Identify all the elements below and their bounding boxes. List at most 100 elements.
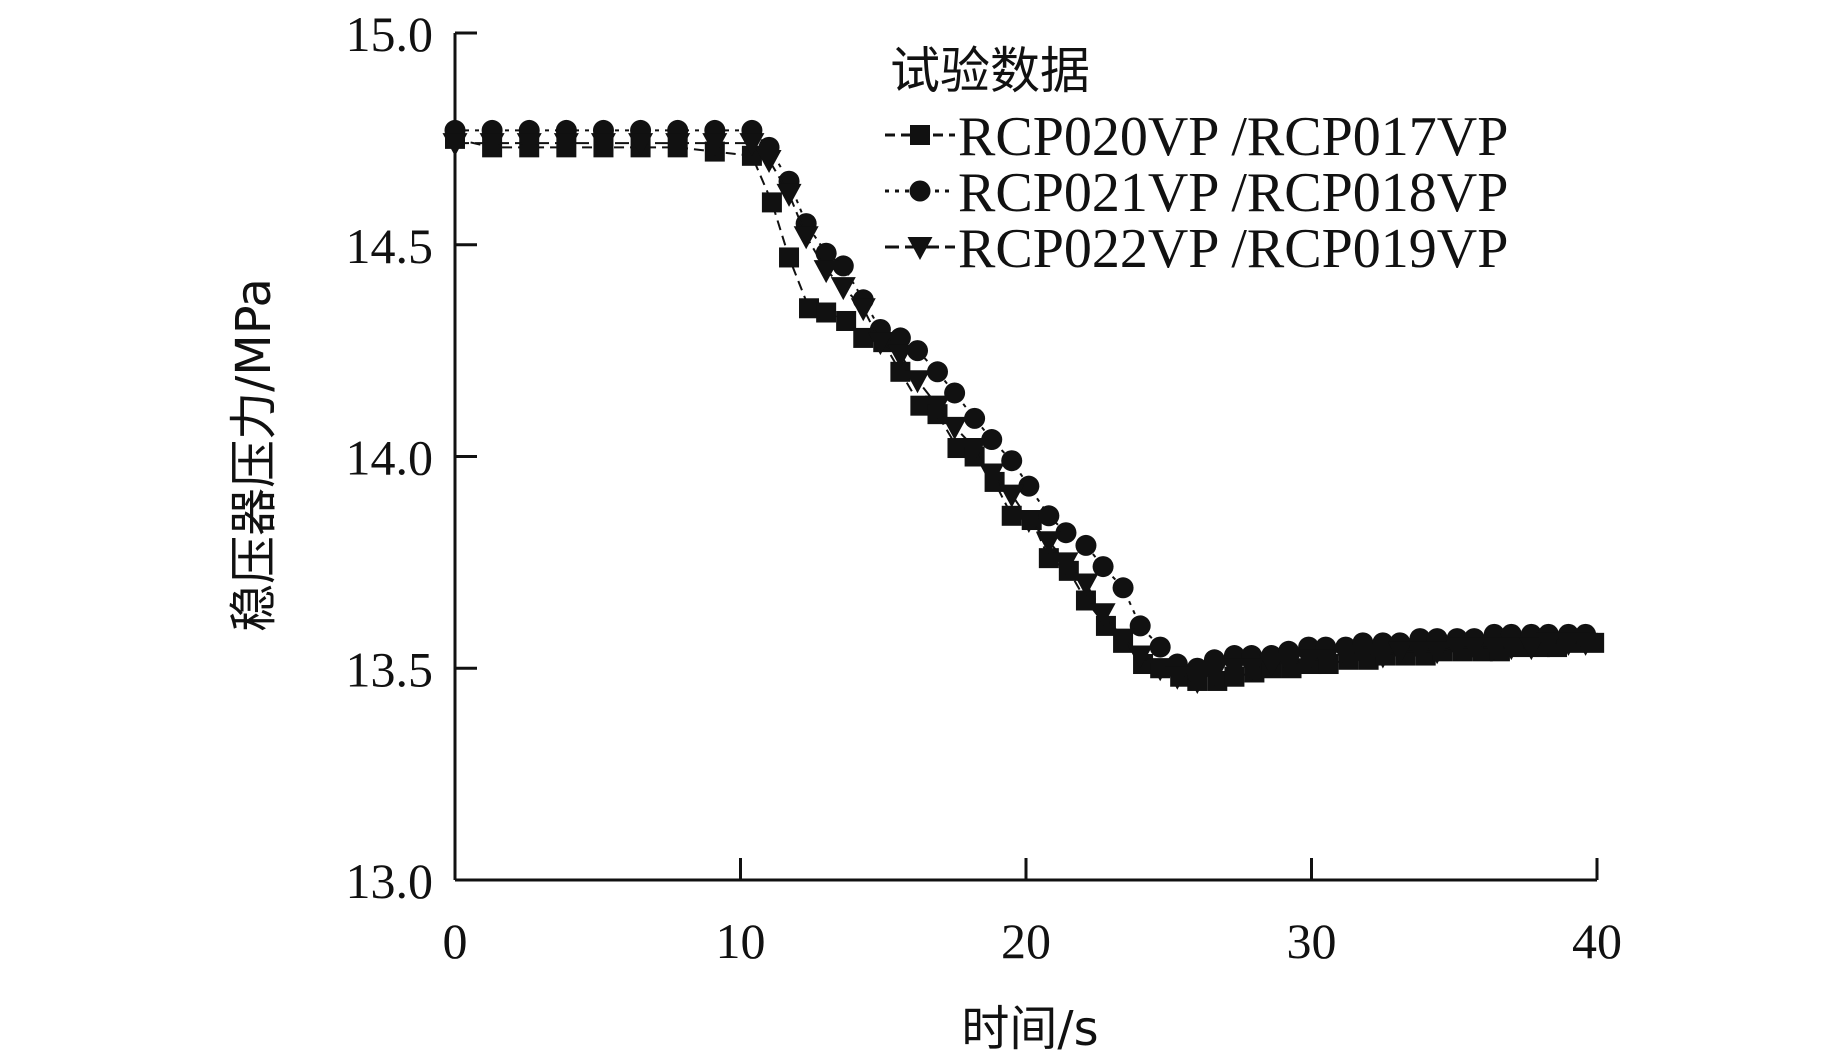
y-axis-label: 稳压器压力/MPa bbox=[226, 278, 282, 632]
data-point-triangle bbox=[1016, 510, 1042, 534]
legend-item-2: RCP021VP /RCP018VP bbox=[885, 162, 1508, 224]
data-point-triangle bbox=[1573, 632, 1599, 656]
data-point-square bbox=[836, 310, 857, 331]
data-point-triangle bbox=[776, 183, 802, 207]
data-point-square bbox=[910, 395, 931, 416]
data-point-circle bbox=[1092, 556, 1114, 578]
data-point-triangle bbox=[1201, 662, 1227, 686]
data-point-circle bbox=[907, 340, 929, 362]
legend-item-3: RCP022VP /RCP019VP bbox=[885, 218, 1508, 280]
data-point-triangle bbox=[1387, 641, 1413, 665]
data-point-triangle bbox=[1110, 628, 1136, 652]
data-point-triangle bbox=[1184, 670, 1210, 694]
data-point-triangle bbox=[442, 133, 468, 157]
data-point-triangle bbox=[1444, 637, 1470, 661]
data-point-triangle bbox=[850, 298, 876, 322]
data-point-triangle bbox=[1296, 649, 1322, 673]
data-point-circle bbox=[1112, 577, 1134, 599]
legend-title: 试验数据 bbox=[890, 42, 1090, 100]
data-point-circle bbox=[1001, 450, 1023, 472]
data-point-square bbox=[853, 327, 874, 348]
x-tick-label: 10 bbox=[716, 913, 766, 969]
data-point-triangle bbox=[1090, 603, 1116, 627]
data-point-square bbox=[1038, 548, 1059, 569]
data-point-circle bbox=[1018, 475, 1040, 497]
data-point-triangle bbox=[887, 344, 913, 368]
y-tick-label: 13.0 bbox=[346, 853, 434, 909]
legend-label: RCP022VP /RCP019VP bbox=[958, 218, 1508, 280]
data-point-circle bbox=[964, 407, 986, 429]
data-point-triangle bbox=[1259, 654, 1285, 678]
x-tick-label: 40 bbox=[1572, 913, 1622, 969]
data-point-triangle bbox=[756, 150, 782, 174]
data-point-triangle bbox=[1424, 641, 1450, 665]
data-point-triangle bbox=[1407, 641, 1433, 665]
legend-label: RCP020VP /RCP017VP bbox=[958, 106, 1508, 168]
data-point-square bbox=[1001, 505, 1022, 526]
data-point-square bbox=[947, 438, 968, 459]
data-point-triangle bbox=[702, 133, 728, 157]
data-point-circle bbox=[1038, 505, 1060, 527]
series-line bbox=[455, 142, 1586, 683]
data-point-square bbox=[779, 247, 800, 268]
y-tick-label: 15.0 bbox=[346, 6, 434, 62]
data-point-triangle bbox=[962, 438, 988, 462]
x-tick-label: 30 bbox=[1287, 913, 1337, 969]
data-point-triangle bbox=[628, 133, 654, 157]
data-point-triangle bbox=[516, 133, 542, 157]
data-point-circle bbox=[981, 429, 1003, 451]
data-point-triangle bbox=[739, 133, 765, 157]
axes: 0 10 20 30 40 13.0 13.5 14.0 14.5 15.0 bbox=[346, 6, 1623, 969]
data-point-circle bbox=[909, 180, 931, 202]
x-tick-label: 0 bbox=[443, 913, 468, 969]
data-point-square bbox=[910, 125, 930, 145]
data-point-triangle bbox=[1036, 531, 1062, 555]
data-point-triangle bbox=[1370, 645, 1396, 669]
data-point-triangle bbox=[1333, 645, 1359, 669]
data-point-triangle bbox=[553, 133, 579, 157]
series-group bbox=[442, 119, 1605, 694]
legend-label: RCP021VP /RCP018VP bbox=[958, 162, 1508, 224]
data-point-square bbox=[799, 298, 820, 319]
data-point-triangle bbox=[1164, 666, 1190, 690]
data-point-triangle bbox=[665, 133, 691, 157]
legend-item-1: RCP020VP /RCP017VP bbox=[885, 106, 1508, 168]
data-point-triangle bbox=[1555, 632, 1581, 656]
data-point-triangle bbox=[1461, 637, 1487, 661]
data-point-triangle bbox=[1535, 632, 1561, 656]
data-point-triangle bbox=[942, 416, 968, 440]
data-point-circle bbox=[815, 242, 837, 264]
data-point-triangle bbox=[1313, 649, 1339, 673]
data-point-circle bbox=[832, 255, 854, 277]
data-point-triangle bbox=[1498, 637, 1524, 661]
data-point-circle bbox=[1075, 534, 1097, 556]
data-point-triangle bbox=[1127, 645, 1153, 669]
data-point-triangle bbox=[1221, 658, 1247, 682]
data-point-triangle bbox=[999, 484, 1025, 508]
x-axis-label: 时间/s bbox=[961, 1001, 1098, 1057]
data-point-triangle bbox=[979, 463, 1005, 487]
data-point-triangle bbox=[793, 226, 819, 250]
data-point-circle bbox=[889, 327, 911, 349]
series-3 bbox=[442, 133, 1599, 694]
data-point-circle bbox=[1055, 522, 1077, 544]
data-point-triangle bbox=[907, 237, 933, 260]
data-point-triangle bbox=[1073, 573, 1099, 597]
data-point-triangle bbox=[1239, 658, 1265, 682]
data-point-square bbox=[761, 192, 782, 213]
x-tick-label: 20 bbox=[1001, 913, 1051, 969]
data-point-triangle bbox=[479, 133, 505, 157]
data-point-triangle bbox=[867, 332, 893, 356]
data-point-triangle bbox=[924, 395, 950, 419]
data-point-triangle bbox=[1481, 637, 1507, 661]
data-point-triangle bbox=[1518, 637, 1544, 661]
data-point-circle bbox=[1129, 615, 1151, 637]
data-point-circle bbox=[944, 382, 966, 404]
y-tick-label: 13.5 bbox=[346, 641, 434, 697]
data-point-circle bbox=[1149, 636, 1171, 658]
data-point-triangle bbox=[905, 370, 931, 394]
data-point-circle bbox=[926, 361, 948, 383]
